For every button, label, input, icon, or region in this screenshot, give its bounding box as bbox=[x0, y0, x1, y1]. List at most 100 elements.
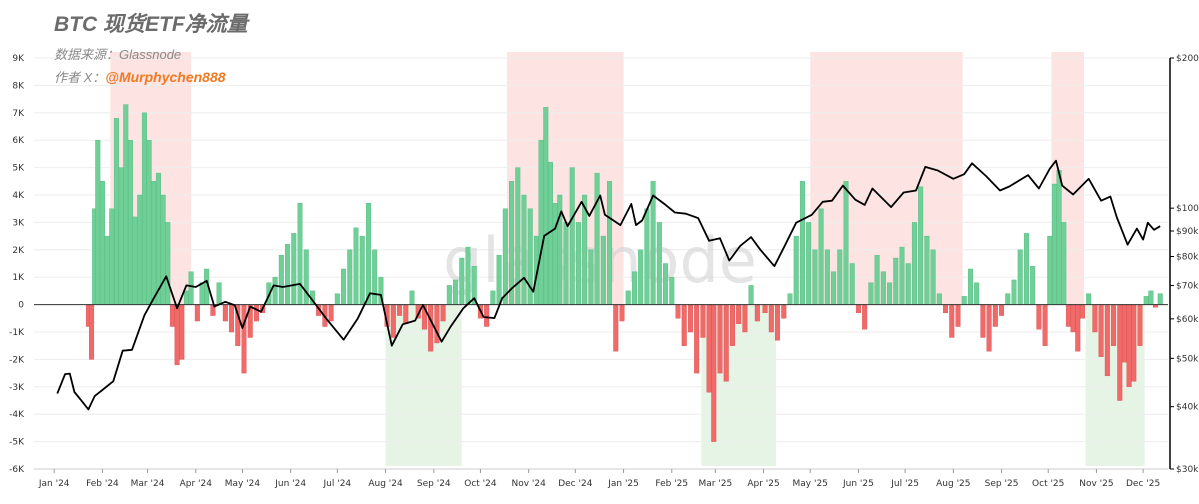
data-source: 数据来源：Glassnode bbox=[54, 47, 182, 62]
inflow-bar bbox=[669, 277, 675, 305]
outflow-bar bbox=[253, 304, 259, 322]
right-tick-label: $80k bbox=[1176, 253, 1199, 263]
outflow-bar bbox=[1092, 304, 1098, 333]
inflow-bar bbox=[123, 104, 129, 305]
inflow-bar bbox=[303, 249, 309, 305]
outflow-bar bbox=[862, 304, 868, 330]
x-tick-label: Dec '25 bbox=[1126, 479, 1160, 489]
right-tick-label: $200k bbox=[1176, 54, 1199, 64]
price-line bbox=[56, 159, 1161, 411]
inflow-bar bbox=[1056, 170, 1062, 305]
right-axis: $200k $100k $90k $80k $70k $60k $50k $40k $30k bbox=[1170, 54, 1199, 475]
x-tick-label: Feb '25 bbox=[655, 479, 688, 489]
inflow-bar bbox=[341, 268, 347, 305]
x-tick-label: Jun '24 bbox=[274, 479, 306, 489]
inflow-bar bbox=[490, 290, 496, 305]
left-tick-label: -2K bbox=[9, 355, 25, 365]
x-tick-label: Jan '25 bbox=[607, 479, 639, 489]
inflow-bar bbox=[1023, 233, 1029, 305]
outflow-bar bbox=[89, 304, 95, 360]
left-tick-label: -1K bbox=[9, 328, 25, 338]
x-tick-label: Mar '25 bbox=[698, 479, 732, 489]
outflow-bar bbox=[428, 304, 434, 352]
outflow-bar bbox=[229, 304, 235, 333]
author-handle-link[interactable]: @Murphychen888 bbox=[105, 69, 226, 85]
outflow-bar bbox=[855, 304, 861, 314]
x-tick-label: Dec '24 bbox=[558, 479, 592, 489]
inflow-bar bbox=[1005, 293, 1011, 305]
inflow-bar bbox=[930, 249, 936, 305]
inflow-bar bbox=[183, 290, 189, 305]
outflow-bar bbox=[390, 304, 396, 338]
inflow-bar bbox=[1148, 290, 1154, 305]
x-tick-label: Jul '25 bbox=[890, 479, 919, 489]
inflow-bar bbox=[353, 227, 359, 305]
inflow-bar bbox=[453, 279, 459, 305]
outflow-bar bbox=[1117, 304, 1123, 401]
inflow-bar bbox=[538, 139, 544, 305]
x-tick-label: Sep '24 bbox=[417, 479, 451, 489]
outflow-bar bbox=[687, 304, 693, 333]
inflow-bar bbox=[95, 139, 101, 305]
inflow-bar bbox=[347, 249, 353, 305]
inflow-bar bbox=[552, 203, 558, 305]
inflow-bar bbox=[188, 271, 194, 305]
x-axis: Jan '24 Feb '24 Mar '24 Apr '24 May '24 Jun '… bbox=[34, 468, 1168, 489]
inflow-bar bbox=[818, 208, 824, 305]
inflow-bar bbox=[899, 246, 905, 305]
outflow-bar bbox=[700, 304, 706, 338]
outflow-bar bbox=[194, 304, 200, 322]
right-tick-label: $70k bbox=[1176, 281, 1199, 291]
inflow-bar bbox=[787, 293, 793, 305]
inflow-bar bbox=[1061, 222, 1067, 305]
inflow-bar bbox=[1086, 293, 1092, 305]
outflow-bar bbox=[754, 304, 760, 322]
inflow-bar bbox=[502, 208, 508, 305]
inflow-bar bbox=[812, 249, 818, 305]
right-tick-label: $100k bbox=[1176, 204, 1199, 214]
x-tick-label: Jun '25 bbox=[842, 479, 874, 489]
inflow-bar bbox=[285, 244, 291, 305]
outflow-bar bbox=[992, 304, 998, 327]
outflow-bar bbox=[681, 304, 687, 346]
outflow-bar bbox=[980, 304, 986, 338]
left-tick-label: 9K bbox=[12, 54, 25, 64]
inflow-bar bbox=[165, 222, 171, 305]
right-tick-label: $40k bbox=[1176, 403, 1199, 413]
left-tick-label: -4K bbox=[9, 410, 25, 420]
x-tick-label: May '24 bbox=[225, 479, 261, 489]
outflow-bar bbox=[1137, 304, 1143, 346]
left-tick-label: -5K bbox=[9, 438, 25, 448]
inflow-bar bbox=[918, 186, 924, 305]
inflow-bar bbox=[272, 277, 278, 305]
x-tick-label: May '25 bbox=[793, 479, 828, 489]
x-tick-label: Oct '25 bbox=[1032, 479, 1064, 489]
left-axis: 9K 8K 7K 6K 5K 4K 3K 2K 1K 0 -1K -2K -3K -4K -5K -6K bbox=[9, 54, 25, 475]
outflow-bar bbox=[762, 304, 768, 314]
outflow-bar bbox=[1104, 304, 1110, 377]
inflow-bar bbox=[575, 222, 581, 305]
inflow-bar bbox=[99, 181, 105, 305]
right-tick-label: $60k bbox=[1176, 315, 1199, 325]
outflow-bar bbox=[768, 304, 774, 333]
outflow-bar bbox=[1065, 304, 1071, 327]
outflow-bar bbox=[723, 304, 729, 382]
inflow-bar bbox=[446, 285, 452, 305]
inflow-bar bbox=[656, 222, 662, 305]
inflow-bar bbox=[1017, 249, 1023, 305]
x-tick-label: Mar '24 bbox=[131, 479, 165, 489]
watermark: glassnode bbox=[443, 224, 757, 297]
inflow-bar bbox=[806, 222, 812, 305]
inflow-bar bbox=[334, 293, 340, 305]
outflow-bar bbox=[717, 304, 723, 374]
right-tick-label: $50k bbox=[1176, 354, 1199, 364]
x-tick-label: Sep '25 bbox=[985, 479, 1019, 489]
inflow-bar bbox=[297, 203, 303, 305]
inflow-bar bbox=[961, 296, 967, 305]
inflow-bar bbox=[109, 208, 115, 305]
inflow-bar bbox=[625, 290, 631, 305]
chart-title: BTC 现货ETF净流量 bbox=[54, 13, 248, 36]
inflow-bar bbox=[793, 235, 799, 305]
right-tick-label: $90k bbox=[1176, 227, 1199, 237]
outflow-bar bbox=[729, 304, 735, 346]
